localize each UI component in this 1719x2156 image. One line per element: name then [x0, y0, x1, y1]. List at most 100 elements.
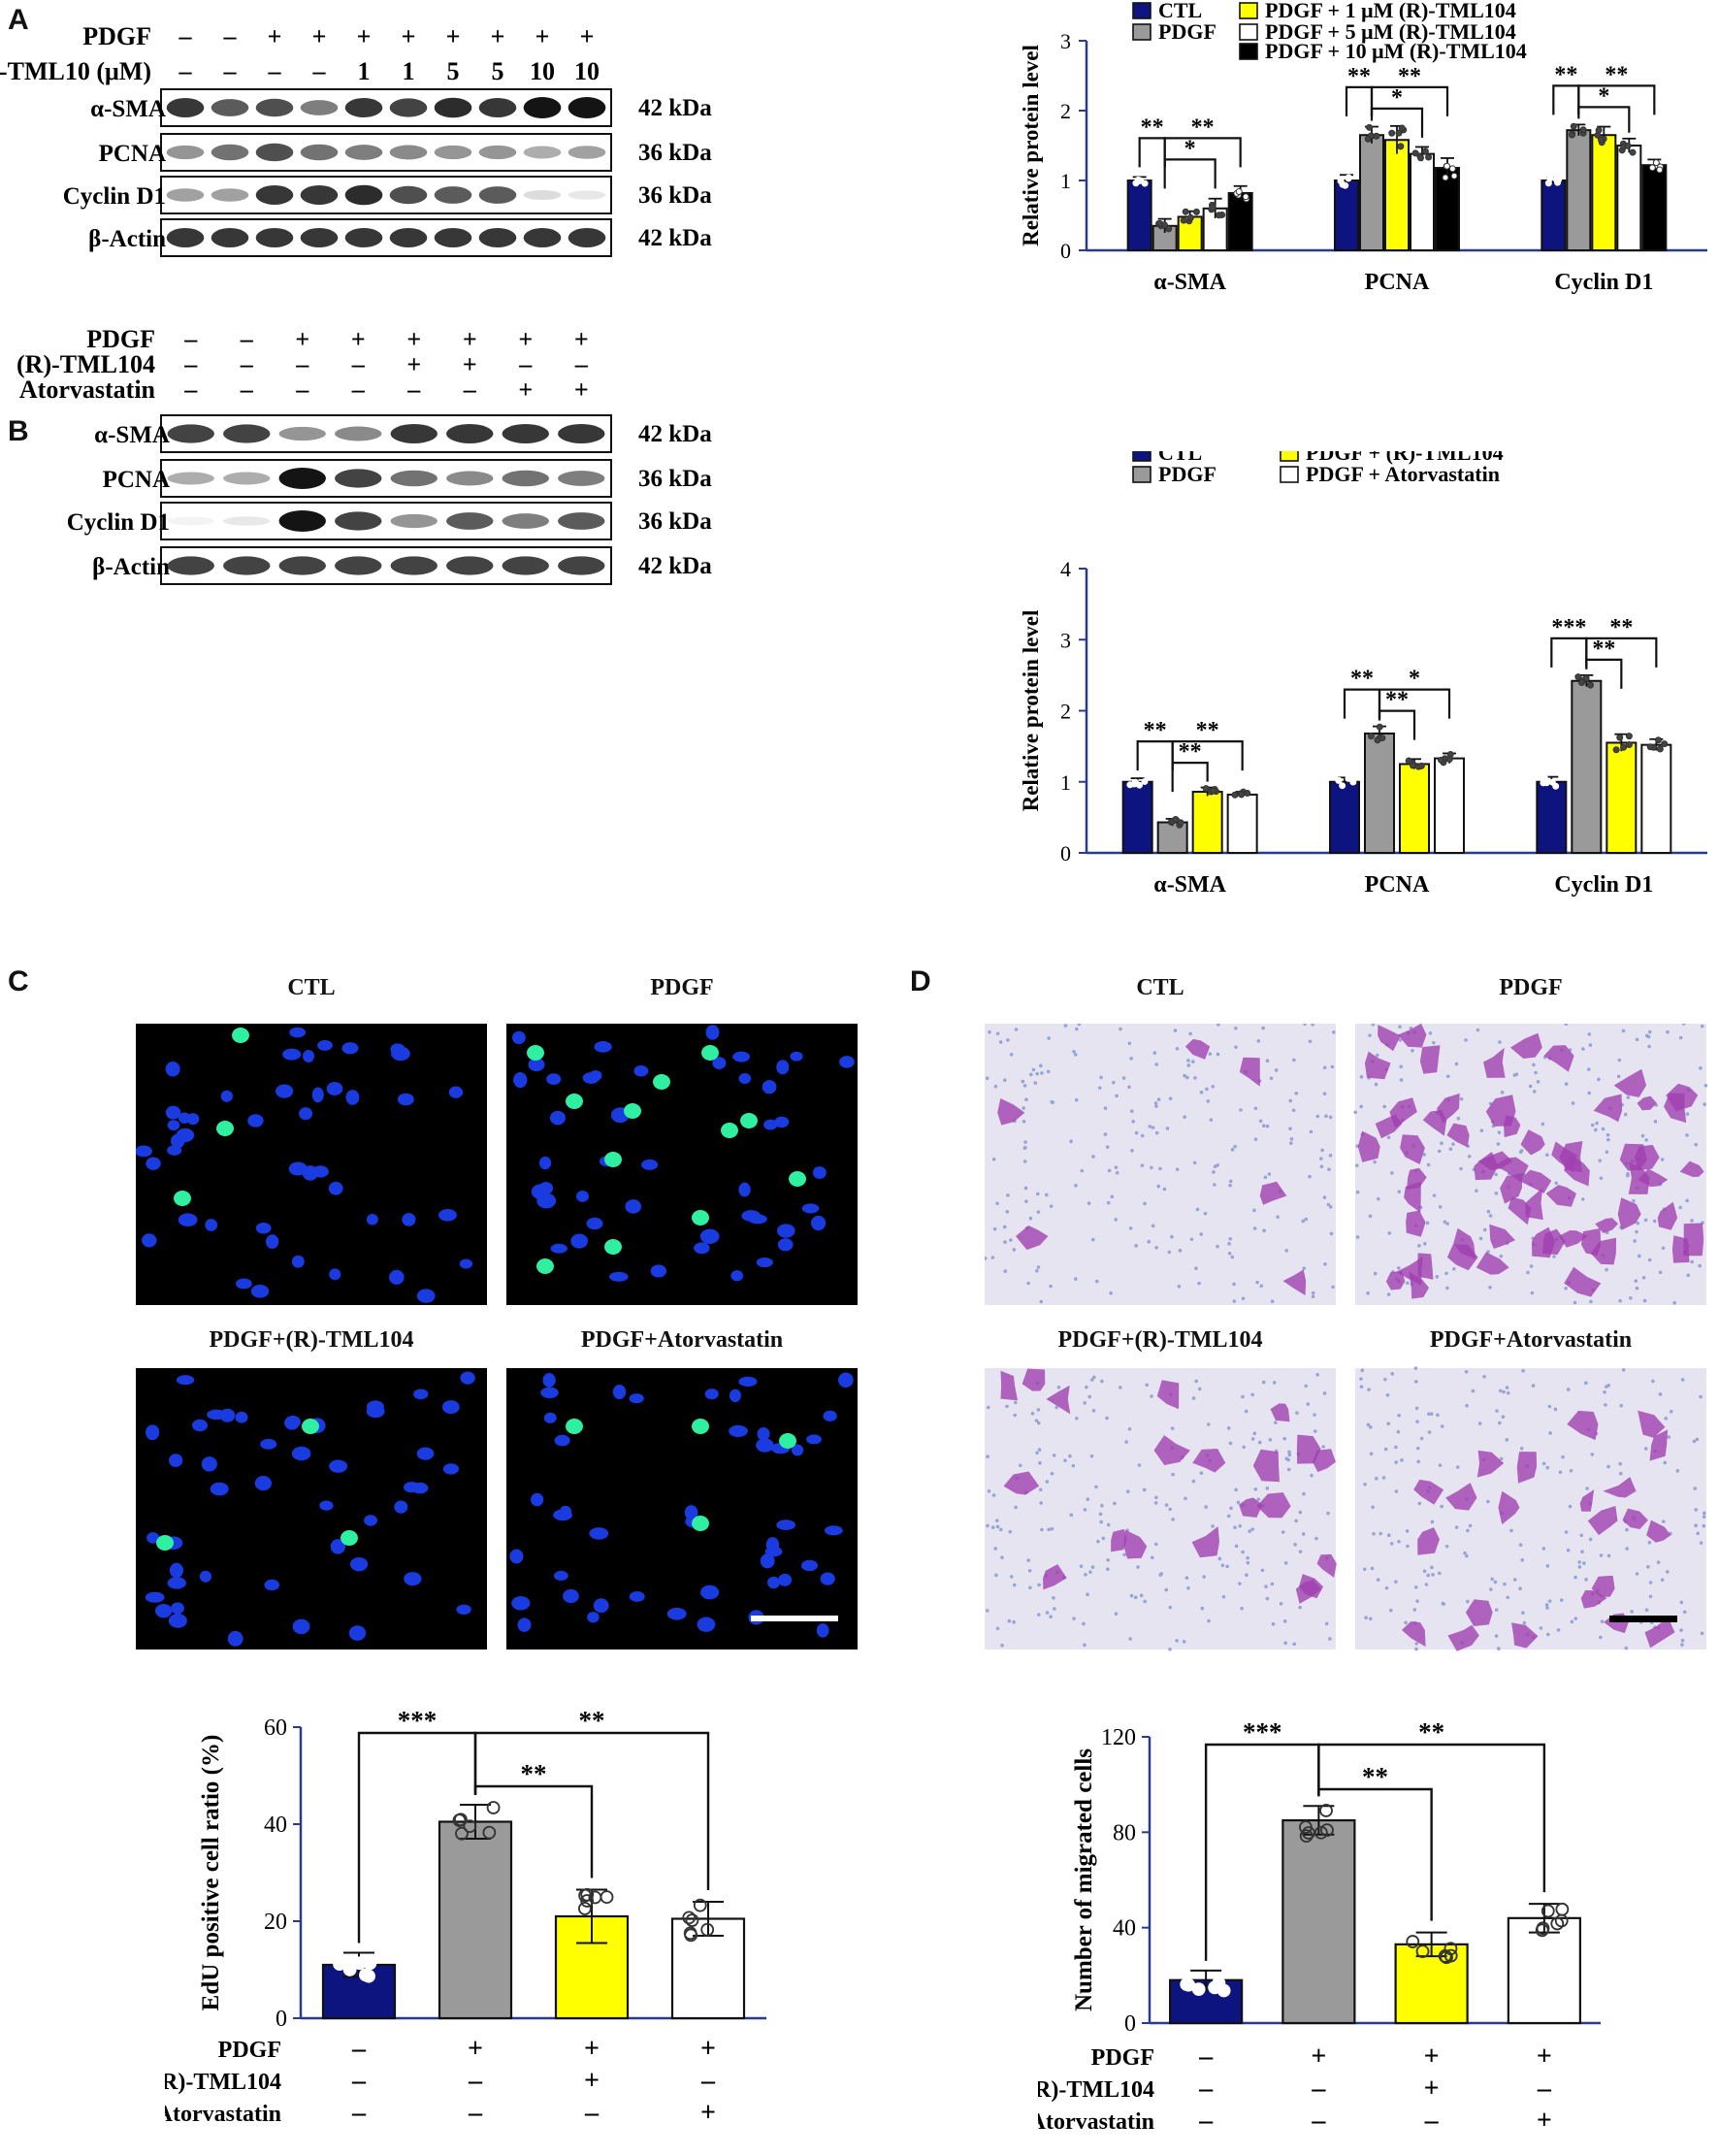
- membrane-pore: [1154, 1130, 1159, 1135]
- nucleus: [411, 1482, 429, 1494]
- membrane-pore: [1128, 1226, 1133, 1230]
- membrane-pore: [1230, 1255, 1235, 1259]
- membrane-pore: [1000, 1643, 1004, 1648]
- data-point: [1616, 734, 1624, 741]
- category-label: Cyclin D1: [1554, 270, 1653, 295]
- membrane-pore: [1037, 1583, 1041, 1587]
- nucleus: [169, 1562, 184, 1579]
- membrane-pore: [1653, 1120, 1658, 1124]
- blot-treatment-mark: 5: [447, 57, 460, 85]
- membrane-pore: [1386, 1292, 1391, 1296]
- blot-band: [278, 556, 326, 575]
- membrane-pore: [1397, 1266, 1401, 1270]
- blot-treatment-mark: –: [240, 325, 254, 353]
- membrane-pore: [1459, 1166, 1463, 1171]
- membrane-pore: [1026, 1281, 1030, 1286]
- membrane-pore: [1322, 1195, 1327, 1199]
- membrane-pore: [1617, 1058, 1622, 1062]
- membrane-pore: [1106, 1200, 1111, 1205]
- nucleus: [748, 1214, 767, 1225]
- blot-treatment-mark: –: [183, 376, 198, 404]
- blot-row-label: (R)-TML104: [16, 350, 155, 378]
- membrane-pore: [1422, 1569, 1427, 1574]
- membrane-pore: [1030, 1411, 1035, 1416]
- membrane-pore: [1413, 1366, 1418, 1370]
- membrane-pore: [1702, 1523, 1706, 1528]
- nucleus: [402, 1213, 416, 1226]
- membrane-pore: [1194, 1379, 1199, 1384]
- membrane-pore: [1618, 1298, 1622, 1303]
- blot-band: [523, 228, 562, 247]
- nucleus: [823, 1410, 837, 1421]
- membrane-pore: [1189, 1237, 1194, 1242]
- membrane-pore: [1090, 1237, 1095, 1242]
- blot-band: [389, 228, 428, 247]
- membrane-pore: [1209, 1118, 1214, 1123]
- membrane-pore: [1252, 1208, 1256, 1213]
- nucleus: [540, 1387, 559, 1399]
- blot-treatment-mark: 1: [358, 57, 371, 85]
- blot-band: [389, 145, 428, 160]
- treatment-mark: +: [1537, 2106, 1552, 2136]
- membrane-pore: [1130, 1149, 1134, 1153]
- nucleus: [329, 1268, 341, 1281]
- nucleus: [186, 1113, 200, 1126]
- migrated-cell: [1406, 1210, 1426, 1237]
- data-point: [352, 1956, 367, 1971]
- membrane-pore: [1479, 1128, 1484, 1132]
- blot-treatment-mark: +: [574, 325, 589, 353]
- membrane-pore: [1069, 1139, 1073, 1144]
- membrane-pore: [1498, 1421, 1502, 1425]
- membrane-pore: [1699, 1394, 1703, 1399]
- membrane-pore: [1324, 1621, 1329, 1626]
- membrane-pore: [1359, 1075, 1364, 1079]
- membrane-pore: [1383, 1447, 1388, 1452]
- membrane-pore: [1083, 1643, 1087, 1648]
- membrane-pore: [1552, 1255, 1556, 1258]
- membrane-pore: [1672, 1301, 1676, 1305]
- membrane-pore: [1039, 1299, 1044, 1304]
- blot-band: [211, 99, 249, 116]
- membrane-pore: [1566, 1548, 1571, 1552]
- nucleus: [697, 1617, 716, 1632]
- blot-band: [167, 472, 214, 485]
- nucleus: [762, 1080, 777, 1094]
- migrated-cell: [1282, 1269, 1307, 1295]
- data-point: [455, 1826, 469, 1841]
- membrane-pore: [1286, 1467, 1291, 1472]
- membrane-pore: [1454, 1525, 1459, 1529]
- membrane-pore: [1045, 1192, 1049, 1197]
- membrane-pore: [1664, 1417, 1668, 1421]
- panel-label-a: A: [8, 4, 29, 36]
- membrane-pore: [1261, 1124, 1266, 1128]
- membrane-pore: [1590, 1123, 1595, 1127]
- membrane-pore: [1389, 1542, 1394, 1546]
- membrane-pore: [1002, 1078, 1007, 1083]
- nucleus: [235, 1411, 248, 1423]
- membrane-pore: [1545, 1153, 1549, 1157]
- membrane-pore: [1245, 1573, 1249, 1578]
- bar: [1227, 191, 1253, 252]
- blot-treatment-mark: +: [295, 325, 309, 353]
- nucleus: [705, 1025, 720, 1040]
- data-point: [1160, 221, 1168, 229]
- membrane-pore: [1561, 1454, 1565, 1459]
- data-point: [1437, 756, 1444, 764]
- membrane-pore: [1193, 1076, 1197, 1080]
- migrated-cell: [1646, 1519, 1671, 1543]
- panel-label-d: D: [910, 965, 931, 997]
- membrane-pore: [1036, 1408, 1041, 1412]
- nucleus: [666, 1607, 687, 1620]
- edu-positive-nucleus: [692, 1516, 709, 1531]
- membrane-pore: [1498, 1040, 1502, 1044]
- nucleus: [171, 1133, 185, 1149]
- nucleus: [824, 1525, 843, 1536]
- membrane-pore: [1150, 1165, 1153, 1170]
- membrane-pore: [1647, 1258, 1652, 1262]
- data-point: [1320, 1823, 1334, 1838]
- membrane-pore: [1250, 1527, 1254, 1531]
- membrane-pore: [1606, 1553, 1611, 1558]
- membrane-pore: [1313, 1429, 1317, 1433]
- blot-kda-label: 42 kDa: [638, 95, 712, 121]
- blot-band: [278, 426, 326, 441]
